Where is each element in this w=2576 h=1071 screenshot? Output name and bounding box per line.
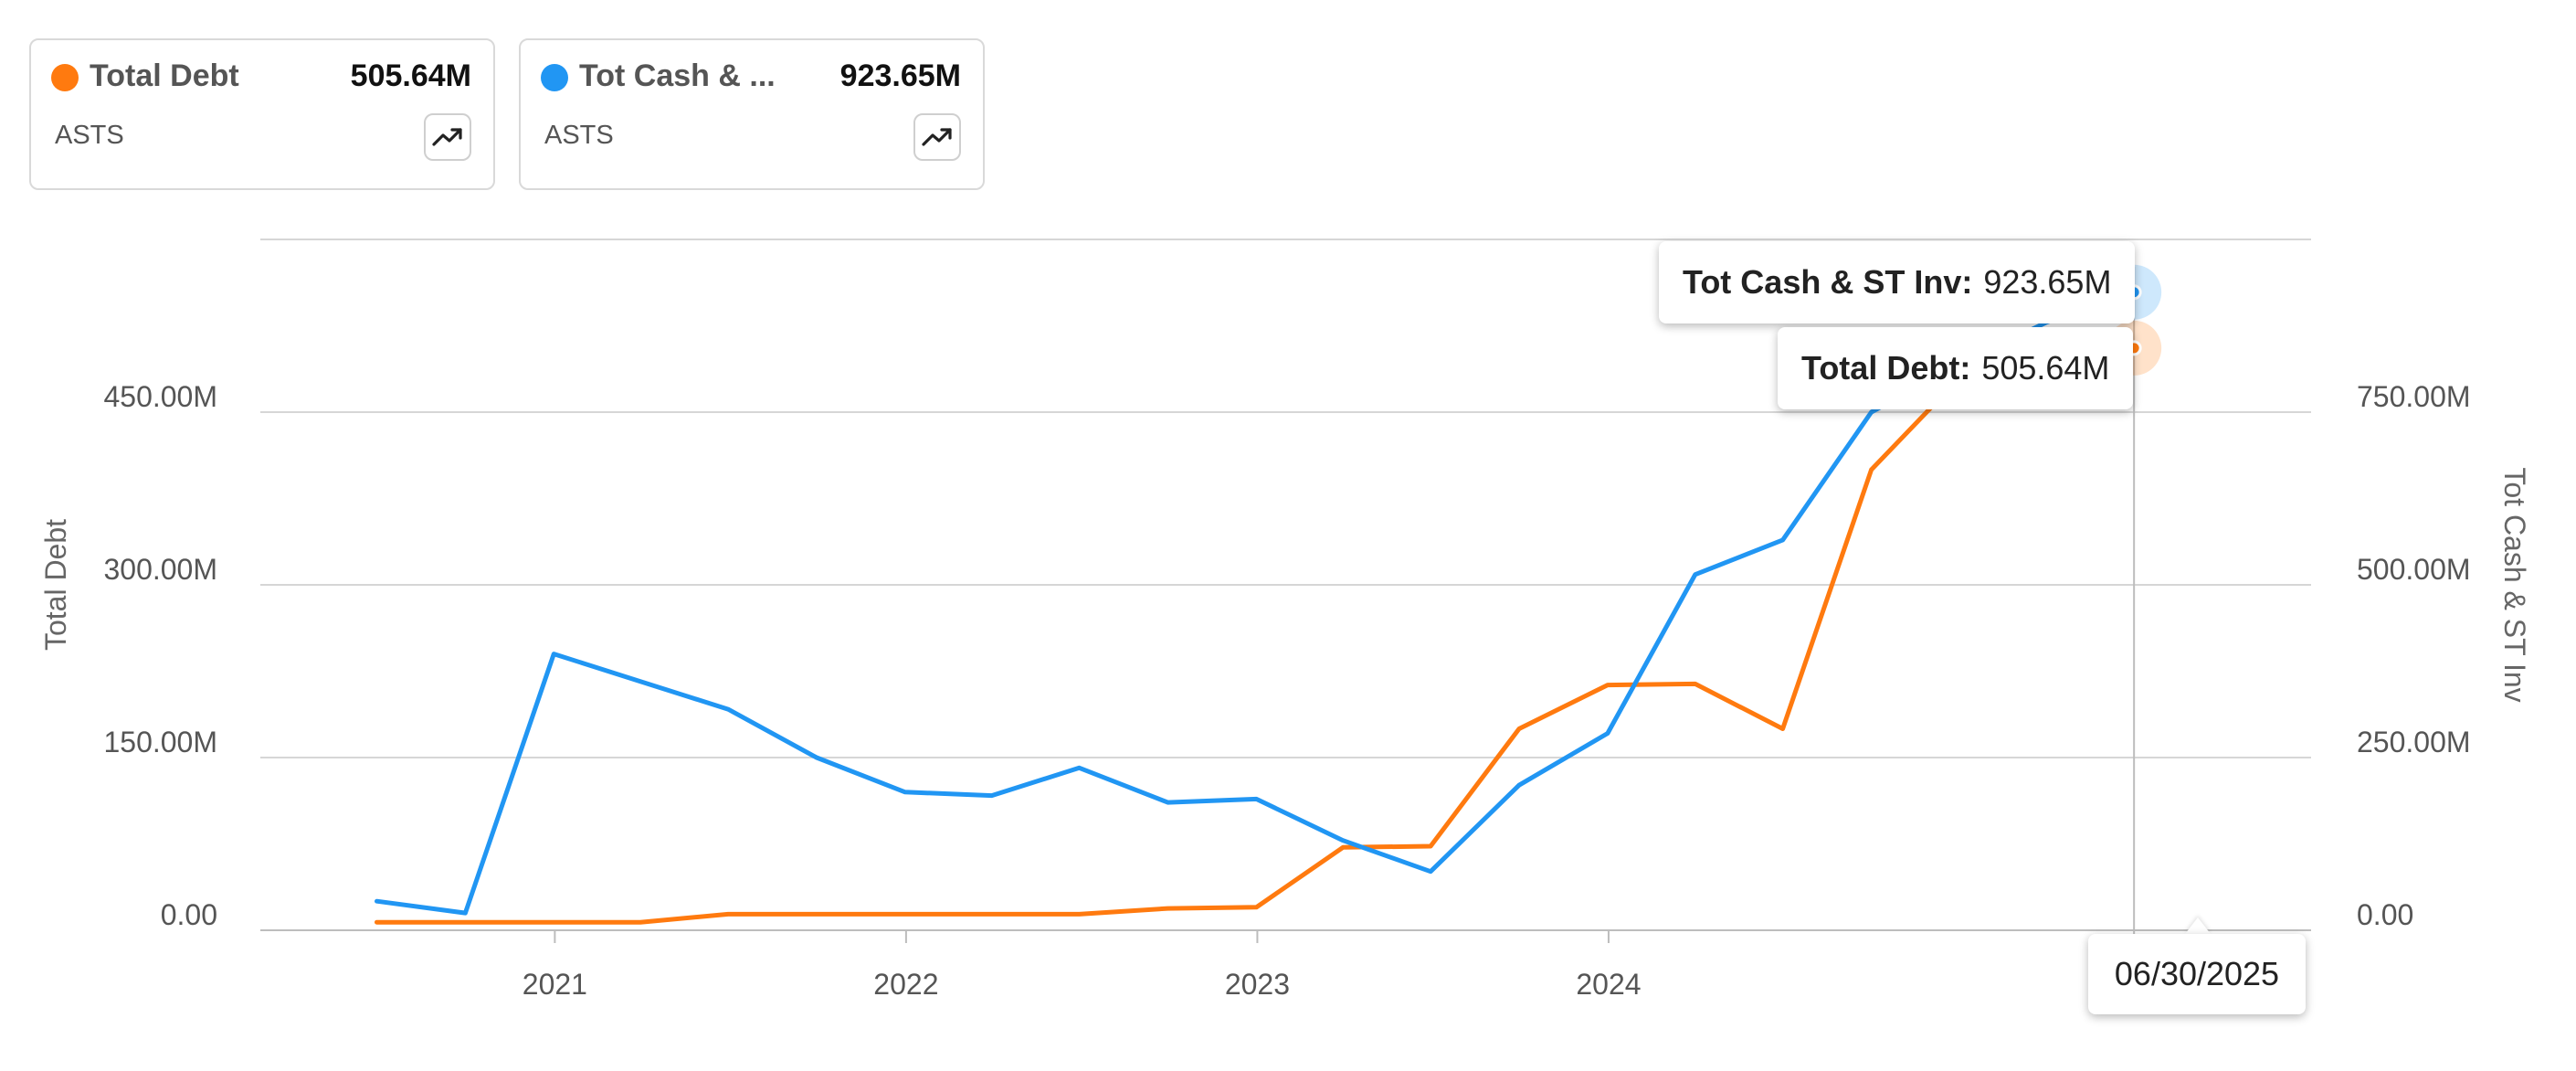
right-y-tick-label: 500.00M [2357,553,2471,586]
legend-ticker: ASTS [55,121,124,150]
tooltip-value: 923.65M [1983,263,2112,301]
series-line-total-debt[interactable] [375,345,2137,925]
series-lines [375,290,2137,925]
trend-up-icon [922,128,952,146]
tooltip-value: 505.64M [1981,349,2110,387]
tooltip-cash: Tot Cash & ST Inv: 923.65M [1659,241,2136,323]
date-flag-caret [2185,917,2211,934]
x-axis: 2021 2022 2023 2024 [523,930,1642,1001]
series-line-cash[interactable] [375,290,2137,916]
right-y-tick-label: 250.00M [2357,726,2471,758]
right-y-tick-label: 0.00 [2357,898,2413,931]
x-tick-label: 2022 [873,968,938,1001]
legend-card-cash[interactable]: Tot Cash & ... 923.65M ASTS [519,38,985,190]
left-y-axis: 0.00 150.00M 300.00M 450.00M [103,380,217,931]
trend-chart-button[interactable] [913,113,961,161]
x-tick-label: 2021 [523,968,587,1001]
legend-ticker: ASTS [544,121,614,150]
legend-series-value: 505.64M [350,58,471,93]
tooltip-label: Total Debt: [1801,349,1971,387]
trend-up-icon [432,128,462,146]
legend-series-value: 923.65M [839,58,961,93]
left-y-tick-label: 150.00M [103,726,217,758]
legend-series-name: Total Debt [90,58,239,93]
series-color-dot [541,64,568,91]
right-y-tick-label: 750.00M [2357,380,2471,413]
hover-date-label: 06/30/2025 [2088,934,2306,1014]
grid-lines [260,239,2311,931]
left-y-tick-label: 450.00M [103,380,217,413]
legend-series-name: Tot Cash & ... [579,58,776,93]
trend-chart-button[interactable] [424,113,471,161]
left-y-tick-label: 0.00 [161,898,217,931]
x-tick-label: 2024 [1576,968,1641,1001]
x-tick-label: 2023 [1225,968,1290,1001]
tooltip-debt: Total Debt: 505.64M [1778,327,2134,409]
right-y-axis-label: Tot Cash & ST Inv [2498,467,2531,702]
series-color-dot [51,64,79,91]
left-y-axis-label: Total Debt [39,519,72,651]
right-y-axis: 0.00 250.00M 500.00M 750.00M [2357,380,2471,931]
legend-card-total-debt[interactable]: Total Debt 505.64M ASTS [29,38,495,190]
tooltip-label: Tot Cash & ST Inv: [1683,263,1973,301]
left-y-tick-label: 300.00M [103,553,217,586]
